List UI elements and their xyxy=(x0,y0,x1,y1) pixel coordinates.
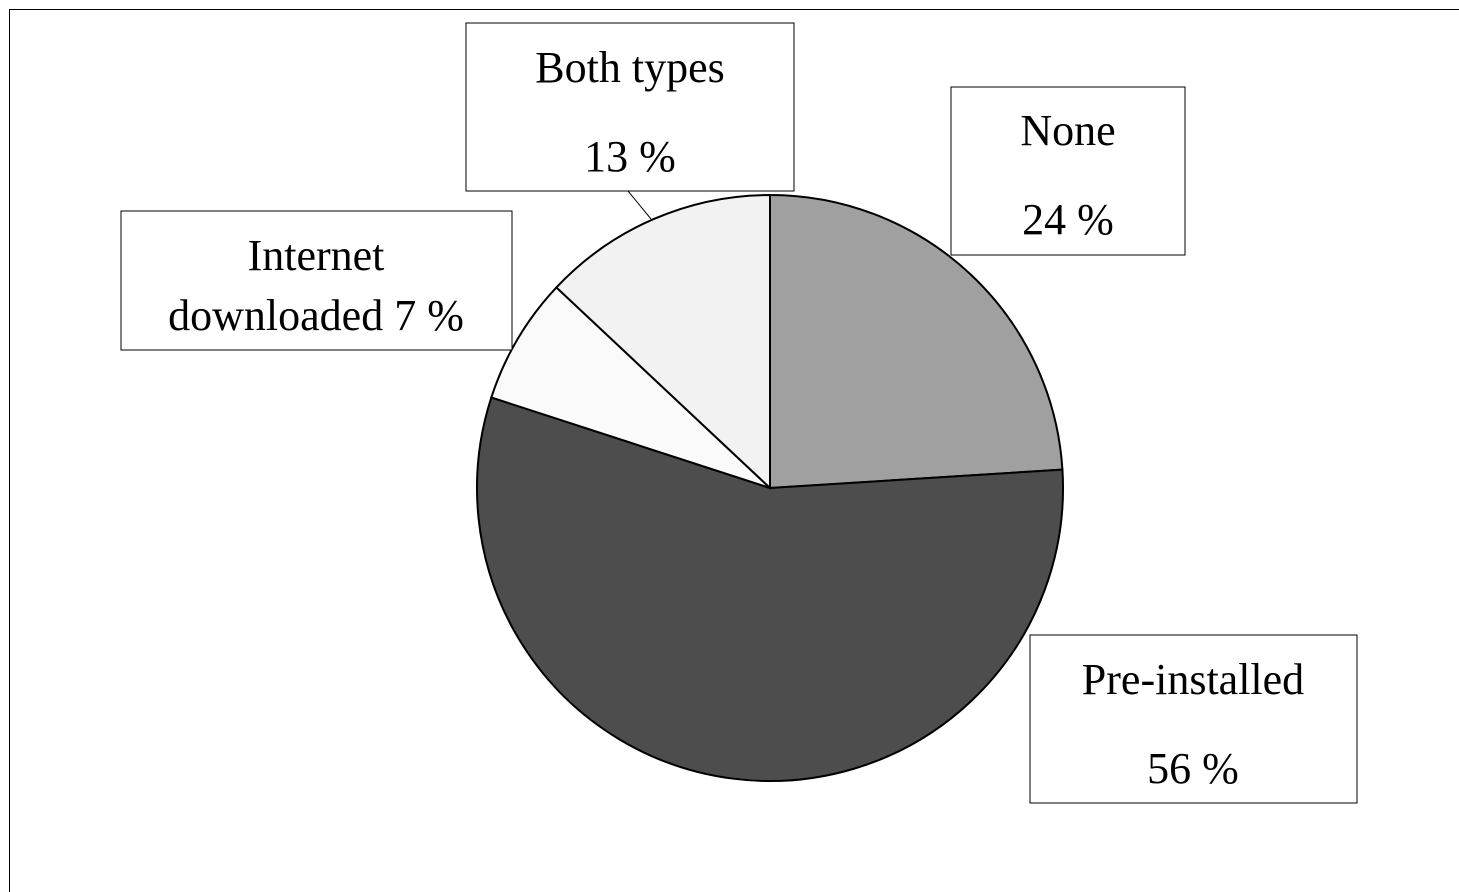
label-none: None 24 % xyxy=(950,86,1186,256)
leader-lines xyxy=(627,190,652,220)
label-pre-installed-name: Pre-installed xyxy=(1082,655,1304,704)
label-internet-downloaded-name: Internet xyxy=(248,231,385,280)
pie-slice-both-types xyxy=(554,193,771,491)
label-pre-installed-value: 56 % xyxy=(1147,744,1239,793)
label-both-types: Both types 13 % xyxy=(465,22,795,192)
pie-slice-none xyxy=(769,193,1064,490)
pie-slice-internet-downloaded xyxy=(490,286,771,489)
label-none-name: None xyxy=(1020,106,1115,155)
pie-slice-pre-installed xyxy=(476,396,1064,783)
label-both-types-value: 13 % xyxy=(584,132,676,181)
label-none-value: 24 % xyxy=(1022,195,1114,244)
label-internet-downloaded: Internet downloaded 7 % xyxy=(120,210,513,351)
label-internet-downloaded-value: downloaded 7 % xyxy=(168,291,464,340)
pie-slices xyxy=(476,193,1064,783)
leader-line-both-types xyxy=(627,190,652,220)
label-both-types-name: Both types xyxy=(535,43,724,92)
chart-frame xyxy=(9,9,1459,892)
label-pre-installed: Pre-installed 56 % xyxy=(1029,634,1358,804)
